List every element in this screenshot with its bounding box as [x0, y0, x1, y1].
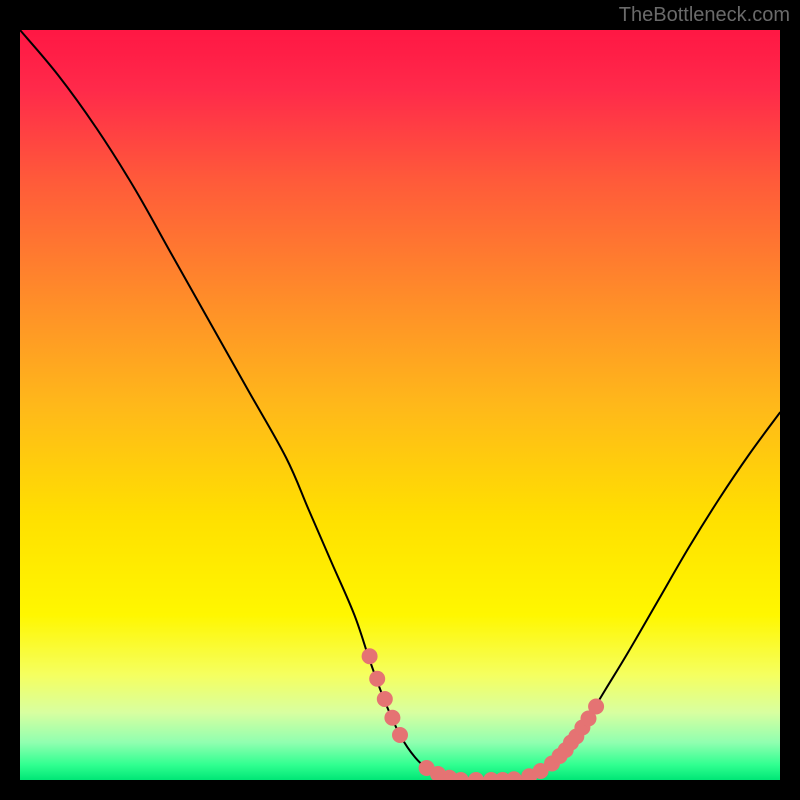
bottleneck-curve-chart — [20, 30, 780, 780]
watermark-text: TheBottleneck.com — [619, 4, 790, 27]
data-marker — [377, 691, 393, 707]
data-marker — [369, 671, 385, 687]
data-marker — [392, 727, 408, 743]
data-marker — [588, 699, 604, 715]
data-marker — [362, 648, 378, 664]
data-marker — [384, 710, 400, 726]
chart-container — [20, 30, 780, 780]
gradient-background — [20, 30, 780, 780]
